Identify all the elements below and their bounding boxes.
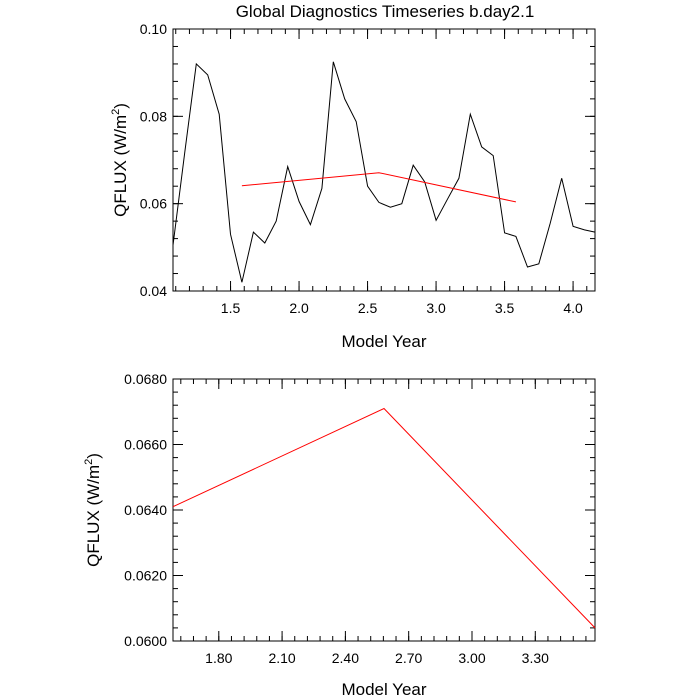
bottom-x-tick-label: 2.70 xyxy=(395,650,422,666)
bottom-y-label-main: QFLUX (W/m xyxy=(84,465,103,567)
top-y-axis-label: QFLUX (W/m2) xyxy=(110,103,130,217)
top-x-tick-label: 3.0 xyxy=(426,300,446,316)
bottom-series-annual-line xyxy=(172,407,596,629)
top-y-tick-label: 0.06 xyxy=(140,196,167,212)
bottom-x-tick-label: 1.80 xyxy=(205,650,232,666)
top-y-label-close: ) xyxy=(111,103,130,109)
top-y-tick-label: 0.04 xyxy=(140,283,167,299)
bottom-y-tick-label: 0.0640 xyxy=(124,502,167,518)
top-x-tick-label: 3.5 xyxy=(495,300,515,316)
top-series-annual-line xyxy=(241,172,517,203)
top-x-tick-label: 4.0 xyxy=(563,300,583,316)
top-plot-frame xyxy=(172,28,596,292)
top-y-tick-label: 0.08 xyxy=(140,108,167,124)
top-ticks xyxy=(173,28,595,292)
top-y-label-main: QFLUX (W/m xyxy=(111,115,130,217)
top-tick-labels: 1.5 2.0 2.5 3.0 3.5 4.0 0.04 0.06 0.08 0.10 xyxy=(140,21,583,316)
top-series-monthly-line xyxy=(172,61,596,283)
top-x-tick-label: 2.5 xyxy=(358,300,378,316)
top-x-axis-label: Model Year xyxy=(341,332,426,351)
bottom-x-tick-label: 3.00 xyxy=(458,650,485,666)
top-panel: 1.5 2.0 2.5 3.0 3.5 4.0 0.04 0.06 0.08 0.10 Model… xyxy=(110,21,596,351)
chart-title: Global Diagnostics Timeseries b.day2.1 xyxy=(236,2,535,21)
bottom-y-label-close: ) xyxy=(84,453,103,459)
bottom-series xyxy=(172,407,596,629)
bottom-y-tick-label: 0.0620 xyxy=(124,568,167,584)
bottom-y-tick-label: 0.0680 xyxy=(124,371,167,387)
bottom-y-tick-label: 0.0660 xyxy=(124,437,167,453)
bottom-tick-labels: 1.80 2.10 2.40 2.70 3.00 3.30 0.0600 0.0620 0.06… xyxy=(124,371,549,666)
top-y-tick-label: 0.10 xyxy=(140,21,167,37)
top-x-tick-label: 2.0 xyxy=(289,300,309,316)
bottom-x-axis-label: Model Year xyxy=(341,680,426,699)
bottom-x-tick-label: 3.30 xyxy=(522,650,549,666)
top-series xyxy=(172,61,596,283)
top-y-label-sup: 2 xyxy=(110,109,122,115)
bottom-y-axis-label: QFLUX (W/m2) xyxy=(83,453,103,567)
bottom-y-tick-label: 0.0600 xyxy=(124,633,167,649)
top-x-tick-label: 1.5 xyxy=(221,300,241,316)
bottom-plot-frame xyxy=(172,378,596,642)
bottom-ticks xyxy=(173,378,595,642)
bottom-x-tick-label: 2.40 xyxy=(332,650,359,666)
bottom-y-label-sup: 2 xyxy=(83,459,95,465)
bottom-x-tick-label: 2.10 xyxy=(268,650,295,666)
bottom-panel: 1.80 2.10 2.40 2.70 3.00 3.30 0.0600 0.0620 0.06… xyxy=(83,371,596,699)
